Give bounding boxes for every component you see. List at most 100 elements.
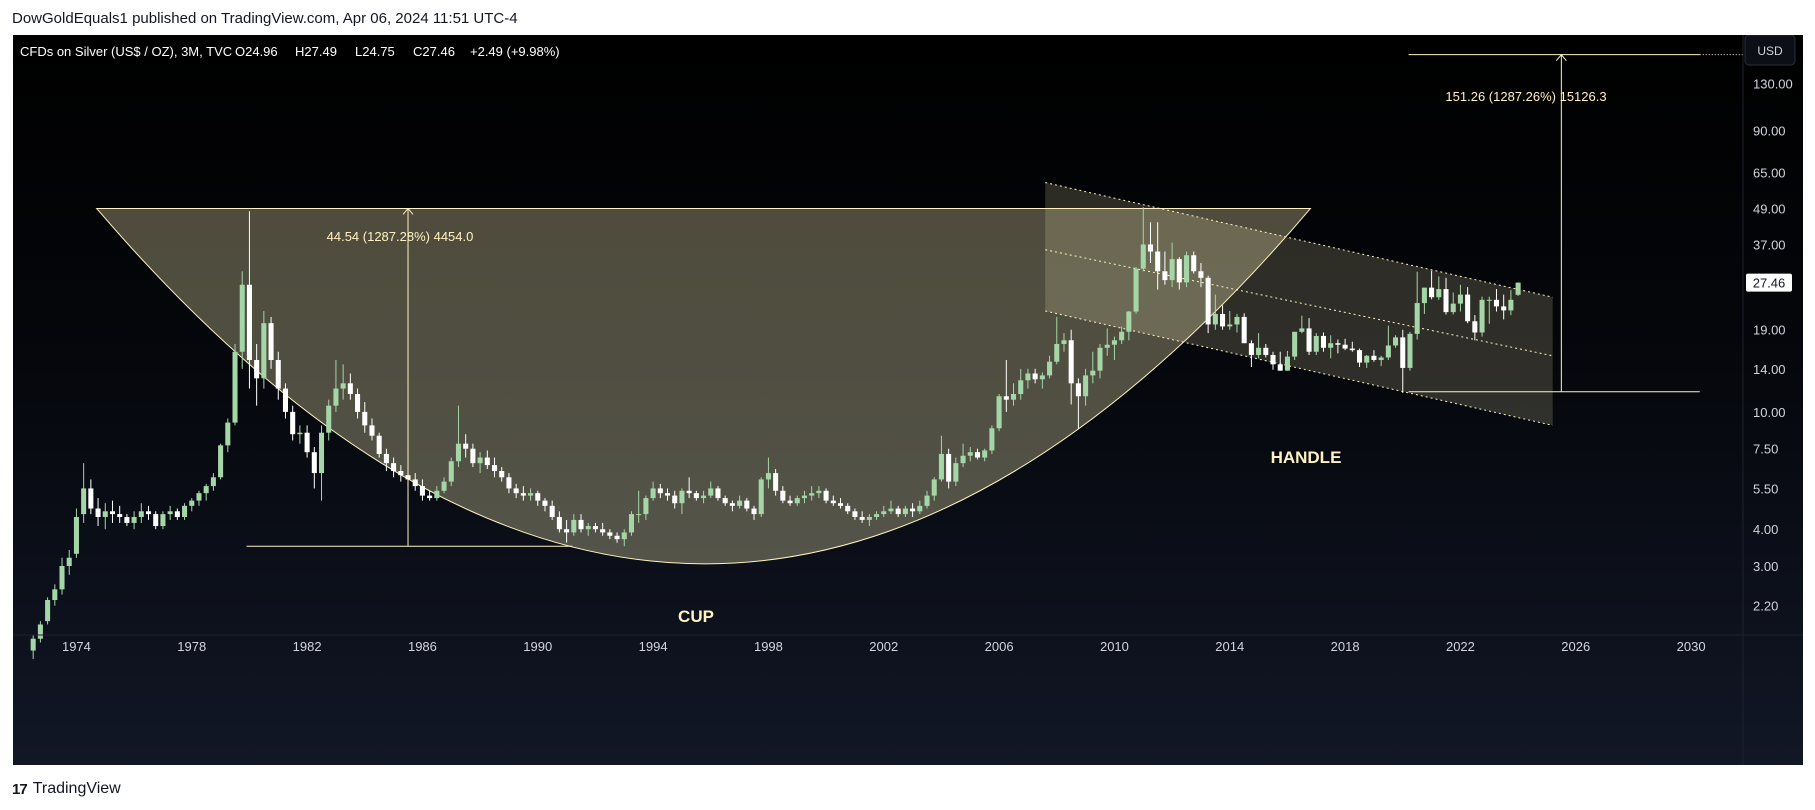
x-tick-label: 1982 [293, 639, 322, 654]
candle-body [109, 511, 115, 515]
y-tick-label: 3.00 [1753, 559, 1778, 574]
candle-body [1284, 356, 1290, 371]
left-measure-label: 44.54 (1287.28%) 4454.0 [327, 229, 474, 244]
candle-body [73, 516, 79, 554]
candle-body [715, 488, 721, 499]
candle-body [145, 511, 152, 515]
candle-body [1493, 299, 1499, 307]
y-tick-label: 10.00 [1753, 405, 1786, 420]
candle-body [614, 535, 620, 540]
candle-body [564, 529, 570, 533]
last-price-tag [1746, 273, 1792, 292]
candle-body [1234, 316, 1240, 325]
candle-body [1508, 299, 1514, 311]
candle-body [628, 514, 634, 533]
y-tick-label: 90.00 [1753, 124, 1786, 139]
candle-body [52, 589, 58, 601]
candle-body [1090, 370, 1096, 376]
price-chart[interactable]: 1974 1978 1982 1986 1990 1994 1998 2002 2006 2010… [13, 34, 1803, 765]
candle-body [1400, 337, 1406, 368]
candle-body [1292, 331, 1298, 357]
candle-body [355, 394, 361, 412]
x-tick-label: 1974 [62, 639, 91, 654]
candle-body [924, 495, 930, 506]
candle-body [1032, 373, 1038, 380]
y-tick-label: 7.50 [1753, 442, 1778, 457]
candle-body [701, 495, 707, 499]
cup-label: CUP [678, 607, 714, 626]
candle-body [124, 516, 130, 523]
candle-body [434, 490, 440, 499]
candle-body [1097, 347, 1103, 371]
candle-body [801, 495, 807, 499]
ohlc-change: +2.49 (+9.98%) [470, 44, 560, 59]
candle-body [1421, 287, 1427, 304]
candle-body [729, 503, 735, 506]
candle-body [297, 432, 303, 435]
candle-body [1306, 328, 1312, 352]
candle-body [391, 463, 397, 472]
x-tick-label: 2026 [1561, 639, 1590, 654]
candle-body [1450, 303, 1456, 313]
candle-body [830, 500, 836, 504]
candle-body [131, 516, 137, 523]
candle-body [852, 511, 858, 517]
candle-body [225, 422, 231, 446]
candle-body [1176, 259, 1182, 283]
candle-body [1241, 316, 1247, 344]
candle-body [1126, 311, 1132, 332]
candle-body [318, 432, 325, 474]
x-tick-label: 1978 [177, 639, 206, 654]
candle-body [1025, 373, 1031, 381]
ohlc-low: L24.75 [355, 44, 395, 59]
symbol-title: CFDs on Silver (US$ / OZ), 3M, TVC [20, 44, 232, 59]
candle-body [59, 566, 65, 590]
y-tick-label: 65.00 [1753, 165, 1786, 180]
candle-body [45, 600, 51, 622]
candle-body [816, 490, 822, 494]
x-tick-label: 1990 [523, 639, 552, 654]
candle-body [989, 428, 995, 451]
candle-body [30, 638, 36, 651]
candle-body [1335, 343, 1341, 345]
candle-body [1472, 321, 1478, 333]
candle-body [1010, 394, 1017, 400]
candle-body [1075, 383, 1081, 397]
candle-body [1349, 348, 1355, 351]
candle-body [636, 514, 642, 516]
candle-body [1371, 355, 1377, 360]
tradingview-logo-icon[interactable]: 17 [12, 780, 28, 798]
candle-body [218, 445, 224, 478]
ohlc-close: C27.46 [413, 44, 455, 59]
candle-body [708, 488, 714, 496]
candle-body [809, 493, 815, 496]
candle-body [946, 453, 952, 482]
candles [30, 207, 1521, 660]
x-tick-label: 1998 [754, 639, 783, 654]
candle-body [1457, 294, 1463, 304]
candle-body [1047, 361, 1053, 376]
candle-body [189, 500, 195, 506]
candle-body [672, 495, 678, 504]
chart-area[interactable]: 1974 1978 1982 1986 1990 1994 1998 2002 2006 2010… [13, 34, 1803, 765]
candle-body [643, 498, 649, 515]
candle-body [1328, 343, 1334, 348]
candle-body [881, 511, 887, 515]
candle-body [1068, 340, 1074, 384]
candle-body [722, 498, 728, 504]
candle-body [174, 511, 180, 517]
candle-body [549, 505, 555, 517]
candle-body [340, 383, 346, 389]
footer-brand[interactable]: TradingView [32, 780, 121, 797]
currency-button[interactable]: USD [1744, 34, 1796, 66]
axes: 1974 1978 1982 1986 1990 1994 1998 2002 2006 2010… [13, 35, 1803, 765]
candle-body [758, 479, 764, 515]
y-tick-label: 19.00 [1753, 323, 1786, 338]
candle-body [794, 498, 800, 504]
candle-body [1393, 337, 1399, 346]
candle-body [455, 443, 461, 462]
candle-body [254, 359, 260, 379]
candle-body [1501, 306, 1507, 311]
candle-body [362, 411, 368, 426]
candle-body [506, 477, 512, 489]
